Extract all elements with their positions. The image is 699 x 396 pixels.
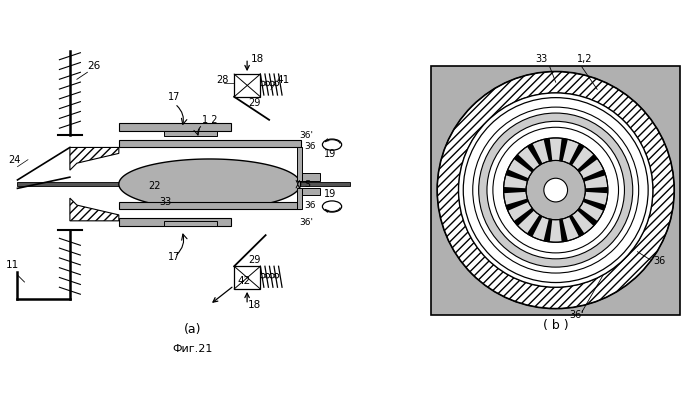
Text: Фиг.21: Фиг.21 — [172, 344, 212, 354]
Bar — [164, 131, 217, 136]
Text: 29: 29 — [248, 97, 261, 107]
Polygon shape — [505, 169, 528, 182]
Text: 33: 33 — [159, 197, 171, 207]
Circle shape — [265, 273, 270, 278]
Text: ( b ): ( b ) — [543, 319, 568, 332]
Bar — [234, 74, 260, 97]
Circle shape — [459, 93, 653, 287]
Text: 19: 19 — [324, 189, 336, 199]
Circle shape — [487, 121, 624, 259]
Circle shape — [270, 273, 274, 278]
Text: 36': 36' — [570, 310, 584, 320]
Circle shape — [274, 81, 279, 86]
Bar — [234, 266, 260, 289]
Text: 11: 11 — [6, 260, 19, 270]
Bar — [302, 173, 320, 181]
Text: 36: 36 — [653, 255, 665, 266]
Polygon shape — [514, 208, 534, 226]
Circle shape — [503, 138, 608, 242]
Polygon shape — [514, 154, 534, 172]
Polygon shape — [527, 143, 542, 166]
Bar — [297, 188, 302, 209]
Polygon shape — [119, 159, 301, 209]
Text: 36: 36 — [305, 142, 316, 151]
Polygon shape — [559, 219, 568, 242]
Polygon shape — [583, 169, 606, 182]
Polygon shape — [544, 138, 552, 161]
Polygon shape — [70, 198, 119, 221]
Bar — [119, 218, 231, 226]
Ellipse shape — [322, 201, 342, 212]
Bar — [17, 182, 350, 186]
Bar — [164, 221, 217, 226]
Text: 24: 24 — [8, 155, 21, 165]
Text: 36': 36' — [299, 131, 313, 140]
Circle shape — [261, 81, 265, 86]
Circle shape — [463, 98, 648, 282]
Bar — [119, 202, 301, 209]
Polygon shape — [585, 187, 608, 193]
Circle shape — [526, 160, 585, 220]
Bar — [302, 188, 320, 195]
Circle shape — [493, 127, 619, 253]
Polygon shape — [583, 198, 606, 211]
Polygon shape — [505, 198, 528, 211]
Polygon shape — [569, 143, 584, 166]
Text: 22: 22 — [148, 181, 161, 191]
Text: 1,2: 1,2 — [577, 54, 593, 64]
Text: 29: 29 — [248, 255, 261, 265]
Text: 36: 36 — [305, 200, 316, 209]
Circle shape — [261, 273, 265, 278]
Text: 18: 18 — [251, 54, 264, 64]
Polygon shape — [569, 215, 584, 237]
Text: 33: 33 — [535, 54, 547, 64]
Polygon shape — [577, 208, 598, 226]
Bar — [119, 140, 301, 147]
Text: 1 2: 1 2 — [202, 115, 217, 125]
Text: 28: 28 — [217, 75, 229, 85]
Text: 19: 19 — [324, 149, 336, 159]
Polygon shape — [559, 138, 568, 161]
Bar — [119, 123, 231, 131]
Circle shape — [544, 178, 568, 202]
Bar — [297, 147, 302, 181]
Polygon shape — [527, 215, 542, 237]
Text: S: S — [305, 180, 310, 188]
Polygon shape — [70, 147, 119, 170]
Circle shape — [265, 81, 270, 86]
Polygon shape — [503, 187, 526, 193]
Ellipse shape — [322, 139, 342, 150]
Polygon shape — [577, 154, 598, 172]
Circle shape — [473, 107, 639, 273]
Text: 41: 41 — [276, 75, 289, 85]
Text: 18: 18 — [248, 300, 261, 310]
Text: 17: 17 — [168, 252, 180, 262]
Text: 26: 26 — [88, 61, 101, 71]
Text: 36': 36' — [299, 218, 313, 227]
Text: 17: 17 — [168, 92, 180, 102]
Circle shape — [437, 72, 675, 308]
Circle shape — [479, 113, 633, 267]
Polygon shape — [544, 219, 552, 242]
Circle shape — [274, 273, 279, 278]
Circle shape — [270, 81, 274, 86]
Text: 42: 42 — [238, 276, 251, 286]
Text: (a): (a) — [183, 323, 201, 336]
